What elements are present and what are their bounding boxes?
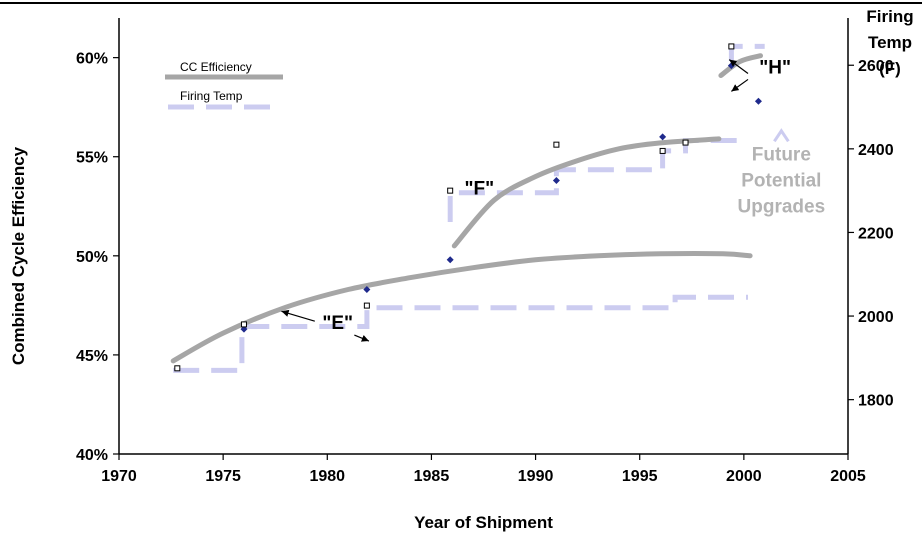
- y2-tick-label: 2600: [858, 58, 894, 75]
- future-upgrade-arrow: [773, 128, 790, 143]
- annotation-arrow: [354, 334, 370, 342]
- annotations: "E" "F" "H" Future Potential Upgrades: [281, 57, 826, 342]
- firing-temp-point: [447, 187, 454, 194]
- y2-axis-title: Firing: [866, 7, 913, 26]
- efficiency-point: [363, 286, 371, 294]
- y-tick-label: 60%: [76, 51, 108, 68]
- efficiency-curve: [170, 251, 753, 364]
- firing-temp-point: [728, 43, 735, 50]
- firing-temp-step-line: [173, 294, 748, 373]
- x-tick-label: 2000: [726, 468, 762, 485]
- y2-tick-label: 2000: [858, 309, 894, 326]
- y-tick-label: 45%: [76, 348, 108, 365]
- y2-tick-label: 1800: [858, 393, 894, 410]
- efficiency-series: [170, 53, 763, 364]
- firing-temp-point: [682, 139, 689, 146]
- x-tick-label: 1980: [309, 468, 345, 485]
- firing-temp-point: [174, 365, 181, 372]
- y2-axis-title: (F): [879, 59, 901, 78]
- y2-tick-label: 2200: [858, 225, 894, 242]
- firing-temp-point: [659, 147, 666, 154]
- firing-temp-point: [553, 141, 560, 148]
- y2-tick-label: 2400: [858, 142, 894, 159]
- legend-label-efficiency: CC Efficiency: [180, 60, 252, 74]
- efficiency-point: [754, 97, 762, 105]
- annotation-arrow: [731, 78, 749, 92]
- firing-temp-point: [363, 302, 370, 309]
- efficiency-point: [659, 133, 667, 141]
- legend-label-firing-temp: Firing Temp: [180, 89, 243, 103]
- annotation-arrow: [728, 59, 749, 74]
- efficiency-curve: [718, 53, 763, 78]
- x-tick-label: 1985: [414, 468, 450, 485]
- efficiency-point: [446, 256, 454, 264]
- x-tick-label: 1990: [518, 468, 554, 485]
- future-upgrades-label: Potential: [741, 171, 821, 192]
- x-axis-title: Year of Shipment: [414, 513, 553, 532]
- annotation-label: "F": [465, 178, 495, 199]
- future-upgrades-label: Future: [752, 145, 811, 166]
- x-tick-label: 1975: [205, 468, 241, 485]
- y-tick-label: 50%: [76, 249, 108, 266]
- efficiency-curve: [451, 136, 722, 249]
- x-tick-label: 1995: [622, 468, 658, 485]
- x-tick-label: 1970: [101, 468, 137, 485]
- y2-axis-title: Temp: [868, 33, 912, 52]
- annotation-arrow: [281, 309, 315, 322]
- future-upgrades-label: Upgrades: [738, 197, 826, 218]
- firing-temp-point: [240, 321, 247, 328]
- annotation-label: "E": [322, 313, 353, 334]
- x-tick-label: 2005: [830, 468, 866, 485]
- legend: CC Efficiency Firing Temp: [165, 60, 283, 110]
- y-tick-label: 40%: [76, 447, 108, 464]
- axis-titles: Year of Shipment Combined Cycle Efficienc…: [9, 7, 914, 532]
- y-axis-title: Combined Cycle Efficiency: [9, 146, 28, 365]
- annotation-label: "H": [759, 57, 791, 78]
- axes: 1970 1975 1980 1985 1990 1995 2000 2005 40% 45% 50…: [76, 18, 894, 485]
- efficiency-point: [552, 177, 560, 185]
- y-tick-label: 55%: [76, 150, 108, 167]
